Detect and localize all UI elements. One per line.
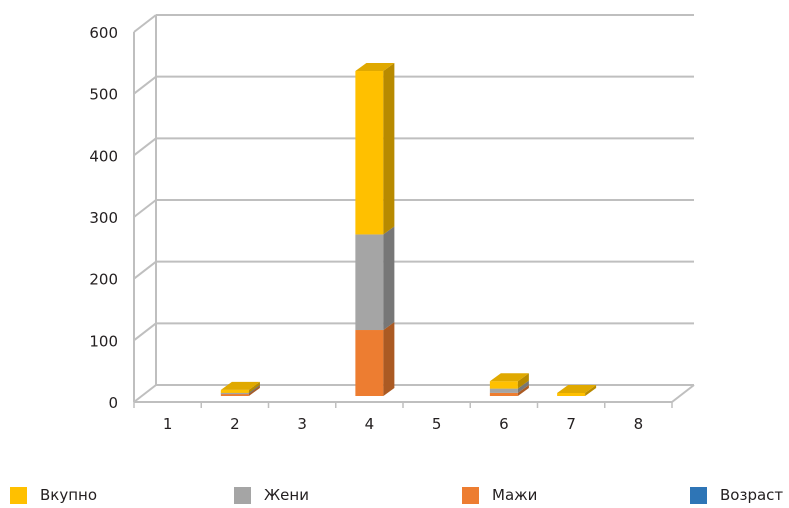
bar-6-Мажи (489, 392, 518, 396)
gridline-wall-400 (133, 137, 157, 157)
bar-2-Вкупно-side (248, 381, 260, 393)
x-tick-label-8: 8 (634, 415, 644, 433)
y-tick-label-500: 500 (89, 86, 118, 104)
bar-6-Вкупно-top (489, 373, 529, 382)
legend-item-4: Возраст (690, 484, 783, 506)
bar-4-Жени (355, 234, 384, 331)
x-tick-label-2: 2 (230, 415, 240, 433)
y-tick-label-300: 300 (89, 209, 118, 227)
bar-4-Мажи (355, 330, 384, 396)
bar-4-Мажи-side (383, 322, 395, 396)
x-tick-label-1: 1 (163, 415, 173, 433)
legend-swatch (462, 486, 479, 504)
x-tick-label-3: 3 (297, 415, 307, 433)
gridline-wall-600 (133, 14, 157, 33)
legend-label: Жени (264, 486, 309, 504)
ticks-layer: 0 100 200 300 400 500 600 1 2 3 4 5 6 7 8 (89, 24, 643, 433)
x-tick-label-7: 7 (566, 415, 576, 433)
stacked-bar-chart: 0 100 200 300 400 500 600 1 2 3 4 5 6 7 8 (89, 14, 695, 433)
legend-item-2: Жени (234, 484, 309, 506)
bar-6-Жени-side (517, 380, 529, 393)
x-tick-label-4: 4 (365, 415, 375, 433)
x-tick-label-6: 6 (499, 415, 509, 433)
bar-2-Мажи (220, 393, 249, 396)
y-tick-label-600: 600 (89, 24, 118, 42)
bar-6-Мажи-side (517, 384, 529, 396)
gridline-wall-500 (133, 75, 157, 95)
bar-4-Вкупно-top (355, 63, 395, 72)
legend-swatch (10, 486, 27, 504)
floor-right-edge (671, 384, 695, 403)
y-tick-label-0: 0 (108, 394, 118, 412)
gridline-wall-0 (133, 384, 157, 403)
legend-label: Вкупно (40, 486, 98, 504)
legend-label: Возраст (720, 486, 784, 504)
bar-4-Жени-side (383, 226, 395, 331)
legend: Вкупно Жени Мажи Возраст (0, 484, 789, 506)
y-tick-label-200: 200 (89, 271, 118, 289)
bars-layer (220, 63, 597, 396)
bar-2-Вкупно (220, 389, 249, 393)
legend-swatch (690, 486, 707, 504)
gridline-wall-300 (133, 199, 157, 218)
gridline-wall-100 (133, 322, 157, 342)
gridline-wall-200 (133, 260, 157, 280)
axis-layer (133, 15, 695, 408)
bar-4-Вкупно-side (383, 63, 395, 235)
y-tick-label-400: 400 (89, 147, 118, 165)
bar-7-Вкупно-side (585, 385, 597, 396)
bar-6-Жени (489, 388, 518, 393)
legend-item-3: Мажи (462, 484, 537, 506)
legend-item-1: Вкупно (10, 484, 97, 506)
bar-4-Вкупно (355, 71, 384, 235)
legend-swatch (234, 486, 251, 504)
grid-layer (133, 14, 694, 403)
x-tick-label-5: 5 (432, 415, 442, 433)
bar-2-Вкупно-top (220, 381, 260, 390)
bar-7-Вкупно-top (557, 385, 597, 393)
legend-label: Мажи (492, 486, 538, 504)
bar-7-Вкупно (557, 393, 586, 396)
y-tick-label-100: 100 (89, 332, 118, 350)
bar-6-Вкупно-side (517, 373, 529, 389)
bar-6-Вкупно (489, 381, 518, 389)
